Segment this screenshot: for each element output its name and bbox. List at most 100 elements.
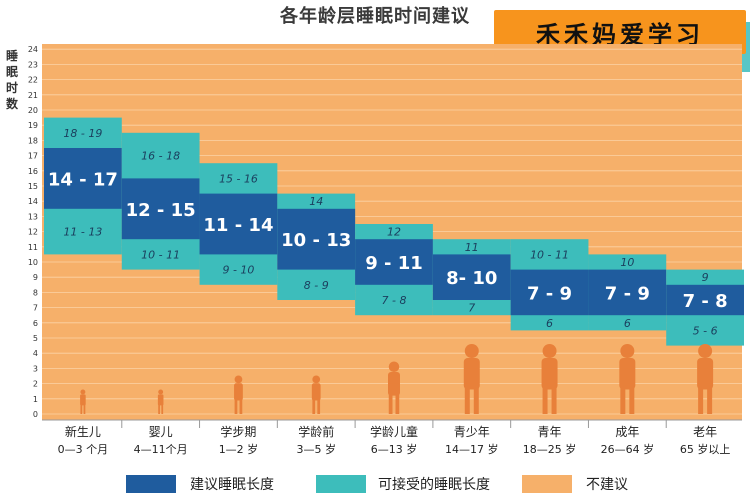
x-group-range: 65 岁以上: [680, 442, 731, 456]
recommended-band: [44, 148, 122, 209]
acceptable-high-label: 10: [620, 256, 634, 269]
acceptable-low-label: 7 - 8: [382, 294, 407, 307]
person-figure-leg: [551, 382, 557, 414]
person-figure-head: [542, 344, 557, 358]
x-group-range: 0—3 个月: [58, 443, 109, 456]
chart-title: 各年龄层睡眠时间建议: [280, 6, 470, 27]
acceptable-high-label: 18 - 19: [63, 127, 102, 140]
person-figure-leg: [473, 382, 479, 414]
y-tick-label: 6: [33, 319, 38, 328]
acceptable-low-label: 11 - 13: [63, 226, 102, 239]
legend-swatch-not-recommended: [522, 475, 572, 493]
x-group-name: 婴儿: [149, 425, 173, 439]
x-group-name: 新生儿: [65, 424, 101, 439]
recommended-band: [355, 239, 433, 285]
recommended-band: [432, 254, 511, 300]
acceptable-low-label: 6: [624, 317, 631, 330]
x-group-range: 3—5 岁: [296, 442, 336, 456]
x-group-name: 学龄前: [298, 424, 334, 439]
y-tick-label: 20: [28, 106, 38, 115]
y-tick-label: 13: [28, 212, 38, 221]
recommended-label: 7 - 8: [683, 291, 728, 312]
y-tick-label: 21: [28, 91, 38, 100]
recommended-label: 11 - 14: [203, 215, 273, 236]
acceptable-high-label: 15 - 16: [219, 172, 258, 185]
legend-swatch-recommended: [126, 475, 176, 493]
recommended-label: 7 - 9: [605, 283, 650, 304]
x-group-range: 6—13 岁: [371, 442, 418, 456]
person-figure-body: [619, 358, 636, 390]
watermark-text: 禾禾妈爱学习: [536, 19, 704, 49]
legend-label-recommended: 建议睡眠长度: [190, 477, 274, 493]
person-figure-leg: [158, 402, 160, 414]
recommended-label: 14 - 17: [48, 169, 118, 190]
y-tick-label: 2: [33, 380, 38, 389]
recommended-band: [277, 208, 356, 270]
person-figure-head: [698, 344, 713, 358]
legend: 建议睡眠长度 可接受的睡眠长度 不建议: [0, 472, 750, 496]
person-figure-head: [234, 375, 243, 384]
person-figure-head: [388, 361, 400, 372]
y-tick-label: 11: [28, 243, 38, 252]
y-tick-label: 1: [33, 395, 38, 404]
x-group-name: 学龄儿童: [370, 424, 418, 439]
y-axis-label: 睡眠时数: [5, 49, 18, 111]
y-tick-label: 16: [28, 167, 38, 176]
acceptable-high-label: 16 - 18: [141, 150, 180, 163]
y-tick-label: 3: [33, 364, 38, 373]
y-tick-label: 23: [28, 60, 38, 69]
y-tick-label: 8: [33, 288, 38, 297]
person-figure-leg: [80, 402, 83, 414]
recommended-label: 10 - 13: [281, 230, 351, 251]
recommended-band: [588, 269, 667, 316]
person-figure-leg: [542, 382, 548, 414]
person-figure-leg: [395, 390, 400, 414]
acceptable-high-label: 10 - 11: [530, 248, 569, 261]
acceptable-low-label: 9 - 10: [222, 264, 254, 277]
x-group-name: 学步期: [220, 424, 256, 439]
recommended-band: [666, 284, 744, 316]
recommended-label: 7 - 9: [527, 283, 572, 304]
legend-label-acceptable: 可接受的睡眠长度: [378, 477, 490, 493]
y-tick-label: 19: [28, 121, 38, 130]
acceptable-low-label: 5 - 6: [693, 324, 718, 337]
acceptable-high-label: 11: [465, 241, 479, 254]
x-group-range: 18—25 岁: [523, 442, 577, 456]
acceptable-high-label: 9: [702, 271, 709, 284]
recommended-band: [510, 269, 589, 316]
person-figure-leg: [234, 396, 238, 414]
x-group-range: 4—11个月: [134, 443, 188, 456]
person-figure-body: [157, 394, 164, 406]
legend-swatch-acceptable: [316, 475, 366, 493]
person-figure-body: [463, 358, 480, 390]
x-group-range: 14—17 岁: [445, 442, 499, 456]
person-figure-head: [464, 344, 479, 358]
y-tick-label: 18: [28, 136, 38, 145]
person-figure-leg: [312, 396, 316, 414]
recommended-band: [199, 193, 278, 255]
recommended-label: 8- 10: [446, 268, 497, 289]
person-figure-head: [158, 389, 164, 395]
legend-label-not-recommended: 不建议: [586, 477, 628, 493]
x-group-range: 26—64 岁: [601, 442, 655, 456]
person-figure-leg: [83, 402, 86, 414]
acceptable-low-label: 8 - 9: [304, 279, 329, 292]
y-tick-label: 24: [28, 45, 38, 54]
y-tick-label: 22: [28, 76, 38, 85]
person-figure-body: [697, 358, 714, 390]
person-figure-leg: [620, 382, 626, 414]
x-group-range: 1—2 岁: [219, 442, 259, 456]
y-tick-label: 14: [28, 197, 38, 206]
x-group-name: 青少年: [454, 425, 490, 439]
acceptable-low-label: 6: [546, 317, 553, 330]
person-figure-head: [80, 389, 86, 395]
y-tick-label: 15: [28, 182, 38, 191]
person-figure-leg: [629, 382, 635, 414]
person-figure-leg: [317, 396, 321, 414]
recommended-label: 12 - 15: [126, 200, 196, 221]
recommended-band: [121, 178, 200, 240]
y-tick-label: 10: [28, 258, 38, 267]
person-figure-leg: [698, 382, 704, 414]
x-group-name: 青年: [538, 425, 562, 439]
